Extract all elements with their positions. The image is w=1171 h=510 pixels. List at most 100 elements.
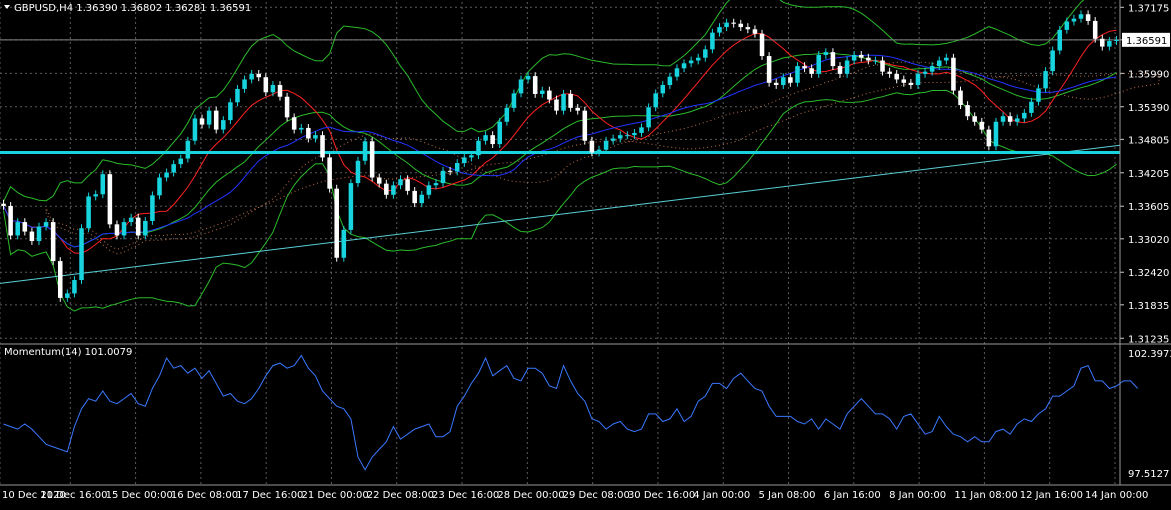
candle[interactable]	[256, 69, 262, 82]
candle-body[interactable]	[525, 76, 531, 80]
candle-body[interactable]	[504, 107, 510, 122]
candle[interactable]	[568, 90, 573, 112]
candle[interactable]	[561, 90, 566, 115]
candle-body[interactable]	[8, 205, 13, 236]
candle[interactable]	[8, 202, 13, 240]
candle-body[interactable]	[1050, 50, 1055, 72]
candle[interactable]	[632, 129, 637, 140]
candle[interactable]	[993, 117, 999, 151]
candle[interactable]	[788, 73, 793, 87]
candle[interactable]	[979, 117, 985, 134]
candle[interactable]	[766, 52, 772, 87]
candle-body[interactable]	[178, 158, 184, 165]
candle[interactable]	[86, 192, 91, 233]
candle[interactable]	[660, 81, 666, 98]
candle-body[interactable]	[759, 33, 765, 57]
candle-body[interactable]	[724, 22, 729, 28]
candle-body[interactable]	[738, 23, 744, 28]
candle-body[interactable]	[773, 82, 779, 86]
candle-body[interactable]	[206, 110, 212, 125]
candle[interactable]	[759, 29, 765, 60]
candle-body[interactable]	[958, 90, 963, 106]
candle[interactable]	[221, 116, 226, 134]
candle[interactable]	[426, 181, 432, 199]
candle-body[interactable]	[50, 222, 56, 262]
candle-body[interactable]	[72, 280, 77, 294]
candle[interactable]	[1050, 46, 1055, 75]
candle-body[interactable]	[157, 177, 162, 196]
candle-body[interactable]	[596, 149, 602, 153]
candle-body[interactable]	[1085, 14, 1091, 21]
candle-body[interactable]	[242, 79, 247, 89]
candle-body[interactable]	[802, 66, 807, 69]
candle-body[interactable]	[469, 155, 474, 158]
candle[interactable]	[171, 160, 176, 177]
candle[interactable]	[1029, 97, 1034, 117]
candle-body[interactable]	[221, 120, 226, 130]
candle-body[interactable]	[965, 105, 970, 117]
candle-body[interactable]	[369, 141, 375, 178]
candle[interactable]	[107, 170, 113, 229]
candle-body[interactable]	[844, 60, 850, 74]
candle-body[interactable]	[915, 73, 921, 86]
candle[interactable]	[582, 106, 588, 145]
candle-body[interactable]	[681, 63, 687, 69]
candle-body[interactable]	[972, 116, 977, 122]
candle[interactable]	[433, 179, 439, 190]
candle[interactable]	[646, 103, 651, 132]
candle-body[interactable]	[745, 27, 751, 30]
candle-body[interactable]	[93, 194, 98, 197]
candle-body[interactable]	[65, 293, 70, 298]
candle[interactable]	[348, 179, 354, 234]
candle-body[interactable]	[79, 228, 84, 281]
candle[interactable]	[929, 62, 935, 76]
candle[interactable]	[1100, 34, 1105, 51]
candle[interactable]	[525, 72, 531, 84]
candle[interactable]	[958, 86, 963, 109]
candle[interactable]	[816, 51, 822, 78]
candle-body[interactable]	[57, 261, 63, 298]
candle[interactable]	[1057, 25, 1063, 55]
candle[interactable]	[951, 53, 956, 95]
candle-body[interactable]	[1092, 20, 1098, 39]
candle[interactable]	[887, 67, 892, 78]
candle[interactable]	[653, 89, 658, 112]
candle-body[interactable]	[440, 170, 446, 184]
candle-body[interactable]	[575, 107, 580, 111]
momentum-panel[interactable]	[3, 354, 1139, 471]
candle-body[interactable]	[603, 140, 609, 150]
momentum-line[interactable]	[3, 354, 1139, 471]
candle[interactable]	[150, 191, 155, 225]
candle-body[interactable]	[653, 93, 658, 108]
candle-body[interactable]	[384, 183, 389, 195]
candle[interactable]	[476, 136, 481, 160]
candle-body[interactable]	[788, 77, 793, 83]
candle-body[interactable]	[1022, 112, 1027, 119]
candle[interactable]	[242, 75, 247, 93]
candle[interactable]	[128, 213, 134, 226]
candle[interactable]	[398, 175, 403, 190]
candle-body[interactable]	[993, 121, 999, 147]
candle[interactable]	[121, 218, 127, 240]
candle-body[interactable]	[1100, 38, 1105, 47]
candle[interactable]	[100, 170, 106, 199]
candle-body[interactable]	[334, 188, 339, 258]
candle-body[interactable]	[1036, 88, 1041, 102]
candle[interactable]	[802, 62, 807, 73]
candle[interactable]	[72, 276, 77, 298]
candle[interactable]	[773, 78, 779, 89]
candle[interactable]	[1071, 14, 1077, 26]
candle-body[interactable]	[823, 52, 829, 55]
candle[interactable]	[263, 73, 269, 97]
candle[interactable]	[1078, 10, 1084, 23]
candle-body[interactable]	[858, 54, 864, 58]
candle-body[interactable]	[951, 57, 956, 91]
candle[interactable]	[362, 137, 368, 165]
candle-body[interactable]	[710, 32, 715, 50]
candle-body[interactable]	[568, 93, 573, 108]
candle-body[interactable]	[419, 194, 425, 204]
candle-body[interactable]	[1029, 101, 1034, 113]
candle-body[interactable]	[263, 77, 269, 93]
candle-body[interactable]	[128, 217, 134, 223]
